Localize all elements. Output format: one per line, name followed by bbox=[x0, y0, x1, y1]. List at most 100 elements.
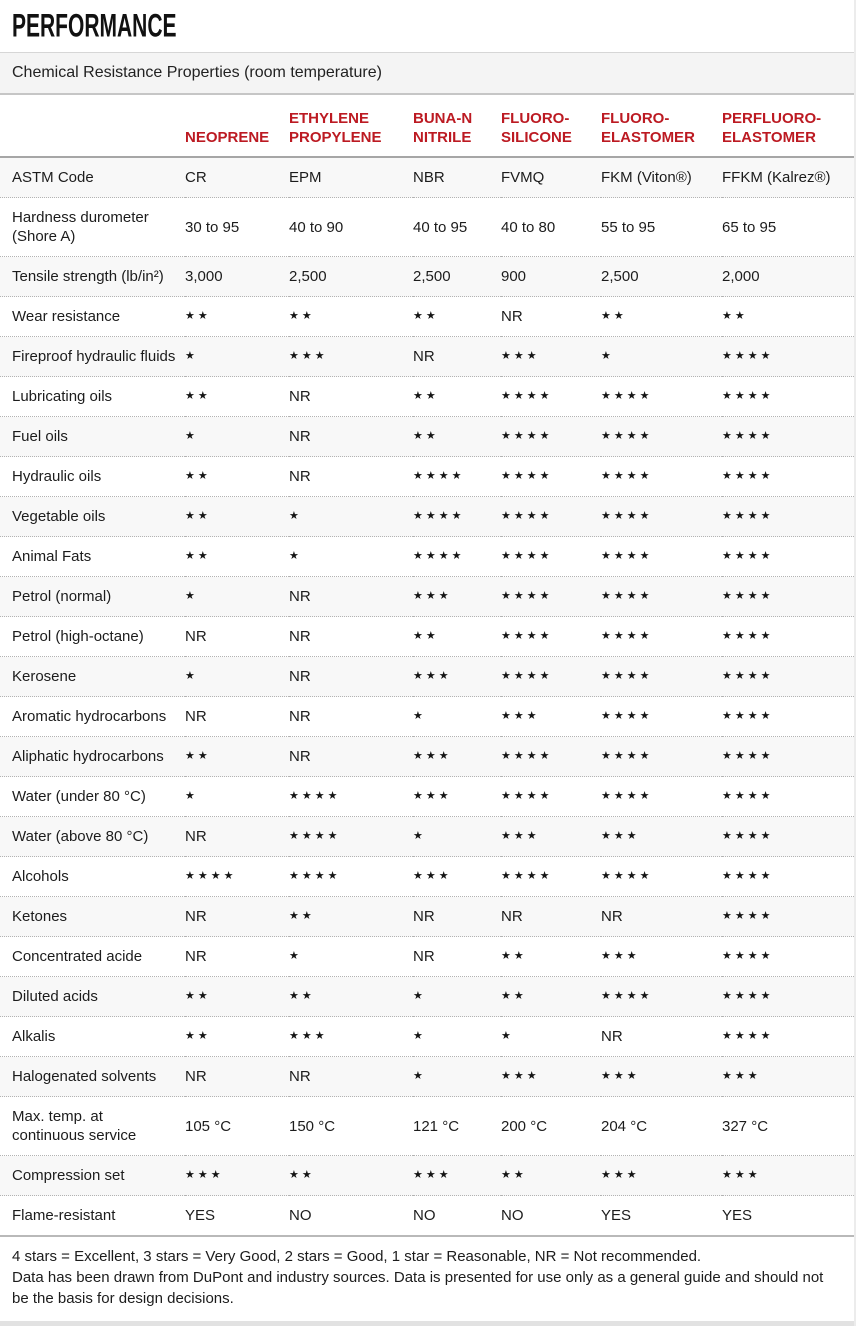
row-label: Kerosene bbox=[0, 656, 185, 697]
value-cell: NR bbox=[185, 696, 289, 737]
star-rating-cell: ★★★★ bbox=[722, 736, 854, 777]
star-rating-cell: ★★★ bbox=[185, 1155, 289, 1196]
star-rating-cell: ★★★★ bbox=[722, 696, 854, 737]
value-cell: 3,000 bbox=[185, 256, 289, 297]
star-rating-cell: ★★★ bbox=[413, 576, 501, 617]
star-rating-cell: ★★★★ bbox=[501, 536, 601, 577]
star-rating-cell: ★★★ bbox=[601, 816, 722, 857]
row-label: Compression set bbox=[0, 1155, 185, 1196]
row-label: Petrol (high-octane) bbox=[0, 616, 185, 657]
star-rating-cell: ★★★ bbox=[501, 1056, 601, 1097]
row-label: Fireproof hydraulic fluids bbox=[0, 336, 185, 377]
star-rating-cell: ★★★ bbox=[413, 776, 501, 817]
value-cell: NR bbox=[185, 616, 289, 657]
value-cell: NO bbox=[289, 1195, 413, 1235]
value-cell: NO bbox=[501, 1195, 601, 1235]
row-label: Hardness durometer (Shore A) bbox=[0, 197, 185, 257]
star-rating-cell: ★★★★ bbox=[601, 536, 722, 577]
star-rating-cell: ★★★ bbox=[413, 736, 501, 777]
value-cell: 2,500 bbox=[289, 256, 413, 297]
star-rating-cell: ★★★ bbox=[501, 696, 601, 737]
value-cell: FKM (Viton®) bbox=[601, 169, 692, 186]
value-cell: NO bbox=[413, 1195, 501, 1235]
row-label: Petrol (normal) bbox=[0, 576, 185, 617]
value-cell: FFKM (Kalrez®) bbox=[722, 169, 831, 186]
column-header: ETHYLENE PROPYLENE bbox=[289, 95, 413, 158]
star-rating-cell: ★★★★ bbox=[722, 496, 854, 537]
star-rating-cell: ★★★ bbox=[289, 336, 413, 377]
star-rating-cell: ★★★★ bbox=[722, 376, 854, 417]
value-cell: 900 bbox=[501, 256, 601, 297]
table-row: Hardness durometer (Shore A) 30 to 95 40 t… bbox=[0, 197, 854, 257]
table-row: Petrol (normal) ★ NR ★★★ ★★★★ ★★★★ ★★★★ bbox=[0, 576, 854, 617]
column-header: PERFLUORO- ELASTOMER bbox=[722, 95, 854, 158]
star-rating-cell: ★ bbox=[185, 336, 289, 377]
chemical-resistance-table: NEOPRENE ETHYLENE PROPYLENE BUNA-N NITRILE… bbox=[0, 95, 854, 1235]
star-rating-cell: ★★★★ bbox=[501, 776, 601, 817]
star-rating-cell: ★★★★ bbox=[722, 936, 854, 977]
row-label: Max. temp. at continuous service bbox=[0, 1096, 185, 1156]
star-rating-cell: ★★★★ bbox=[501, 376, 601, 417]
row-label: Alkalis bbox=[0, 1016, 185, 1057]
star-rating-cell: ★★★★ bbox=[501, 616, 601, 657]
star-rating-cell: ★★★★ bbox=[413, 456, 501, 497]
table-footnote: 4 stars = Excellent, 3 stars = Very Good… bbox=[0, 1235, 854, 1319]
star-rating-cell: ★ bbox=[185, 776, 289, 817]
star-rating-cell: ★★★★ bbox=[601, 776, 722, 817]
star-rating-cell: ★★ bbox=[185, 296, 289, 337]
value-cell: 2,500 bbox=[601, 256, 722, 297]
value-cell: NR bbox=[185, 1056, 289, 1097]
row-label: Lubricating oils bbox=[0, 376, 185, 417]
column-header: FLUORO- ELASTOMER bbox=[601, 95, 722, 158]
row-label: Fuel oils bbox=[0, 416, 185, 457]
star-rating-cell: ★★★★ bbox=[413, 536, 501, 577]
value-cell: NR bbox=[185, 936, 289, 977]
star-rating-cell: ★ bbox=[413, 1056, 501, 1097]
value-cell: NR bbox=[185, 896, 289, 937]
star-rating-cell: ★ bbox=[413, 696, 501, 737]
star-rating-cell: ★★★★ bbox=[501, 856, 601, 897]
star-rating-cell: ★★★ bbox=[601, 1155, 722, 1196]
bottom-divider bbox=[0, 1321, 854, 1326]
column-header: FLUORO- SILICONE bbox=[501, 95, 601, 158]
star-rating-cell: ★★★★ bbox=[289, 776, 413, 817]
value-cell: 2,500 bbox=[413, 256, 501, 297]
star-rating-cell: ★★ bbox=[289, 296, 413, 337]
table-row: Water (under 80 °C) ★ ★★★★ ★★★ ★★★★ ★★★★ ★★★★ bbox=[0, 776, 854, 817]
value-cell: 40 to 90 bbox=[289, 197, 413, 257]
star-rating-cell: ★ bbox=[501, 1016, 601, 1057]
value-cell: 200 °C bbox=[501, 1096, 601, 1156]
star-rating-cell: ★★★★ bbox=[501, 496, 601, 537]
value-cell: NR bbox=[289, 456, 413, 497]
row-label: Alcohols bbox=[0, 856, 185, 897]
row-label: ASTM Code bbox=[12, 169, 94, 186]
star-rating-cell: ★ bbox=[289, 536, 413, 577]
star-rating-cell: ★★ bbox=[185, 736, 289, 777]
table-row: Flame-resistant YES NO NO NO YES YES bbox=[0, 1195, 854, 1235]
star-rating-cell: ★★★★ bbox=[601, 696, 722, 737]
table-row: Concentrated acide NR ★ NR ★★ ★★★ ★★★★ bbox=[0, 936, 854, 977]
star-rating-cell: ★★★★ bbox=[601, 416, 722, 457]
row-label: Water (above 80 °C) bbox=[0, 816, 185, 857]
star-rating-cell: ★ bbox=[185, 576, 289, 617]
star-rating-cell: ★★★★ bbox=[601, 496, 722, 537]
star-rating-cell: ★★★★ bbox=[601, 976, 722, 1017]
star-rating-cell: ★★ bbox=[185, 376, 289, 417]
star-rating-cell: ★★ bbox=[413, 296, 501, 337]
row-label: Aromatic hydrocarbons bbox=[0, 696, 185, 737]
star-rating-cell: ★★★★ bbox=[722, 1016, 854, 1057]
star-rating-cell: ★★★★ bbox=[601, 616, 722, 657]
star-rating-cell: ★★★★ bbox=[501, 736, 601, 777]
value-cell: 30 to 95 bbox=[185, 197, 289, 257]
star-rating-cell: ★★★★ bbox=[601, 576, 722, 617]
value-cell: NR bbox=[289, 616, 413, 657]
star-rating-cell: ★★★★ bbox=[601, 656, 722, 697]
star-rating-cell: ★★★ bbox=[601, 1056, 722, 1097]
star-rating-cell: ★★ bbox=[289, 976, 413, 1017]
star-rating-cell: ★★★ bbox=[413, 656, 501, 697]
row-label: Tensile strength (lb/in²) bbox=[0, 256, 185, 297]
row-label: Ketones bbox=[0, 896, 185, 937]
star-rating-cell: ★★ bbox=[185, 496, 289, 537]
value-cell: NR bbox=[289, 416, 413, 457]
value-cell: NR bbox=[601, 896, 722, 937]
